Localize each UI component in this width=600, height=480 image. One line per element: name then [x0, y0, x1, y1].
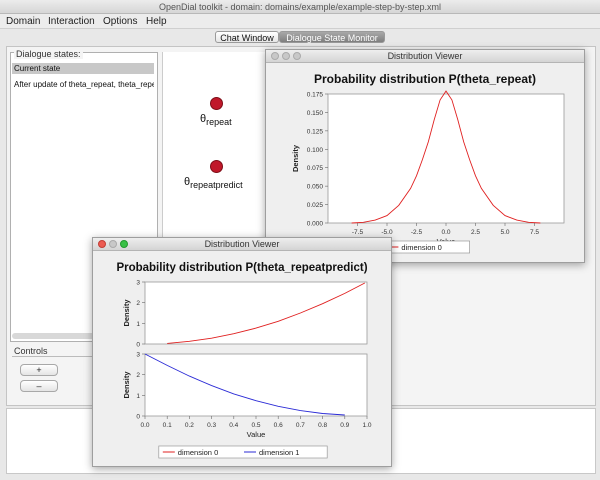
- viewer-window-title: Distribution Viewer: [204, 239, 280, 249]
- x-tick-label: 0.5: [251, 422, 260, 429]
- viewer-window-title: Distribution Viewer: [387, 51, 463, 61]
- y-tick-label: 0.075: [307, 165, 324, 172]
- y-axis-label: Density: [291, 144, 300, 172]
- maximize-icon[interactable]: [120, 240, 128, 248]
- menu-help[interactable]: Help: [146, 16, 167, 27]
- chart-theta-repeatpredict: 0 1 2 3 Density 0 1 2 3 0.0 0.1 0.2 0.3 0.4 0.5 0.6 0.7 0…: [122, 280, 372, 459]
- legend-label: dimension 1: [259, 448, 299, 457]
- plot-area: [144, 281, 368, 345]
- y-tick-label: 0.125: [307, 128, 324, 135]
- x-tick-label: 0.9: [340, 422, 349, 429]
- x-tick-label: 0.7: [296, 422, 305, 429]
- plot-area: [144, 353, 368, 417]
- menu-options[interactable]: Options: [103, 16, 138, 27]
- x-tick-label: 0.4: [229, 422, 238, 429]
- chart-title: Probability distribution P(theta_repeatp…: [116, 262, 368, 274]
- y-tick-label: 0.100: [307, 147, 324, 154]
- x-tick-label: 0.1: [163, 422, 172, 429]
- x-axis-label: Value: [247, 430, 266, 439]
- menu-interaction[interactable]: Interaction: [48, 16, 95, 27]
- y-tick-label: 0.175: [307, 92, 324, 99]
- dialogue-state-item-current[interactable]: Current state: [12, 63, 154, 74]
- plot-area: [327, 93, 565, 224]
- y-tick-label: 0: [136, 342, 140, 349]
- x-tick-label: 0.6: [274, 422, 283, 429]
- series-line-dimension-1: [144, 353, 345, 416]
- y-tick-label: 1: [136, 321, 140, 328]
- minimize-icon[interactable]: [282, 52, 290, 60]
- distribution-viewer-theta-repeatpredict: Distribution Viewer Probability distribu…: [92, 237, 392, 467]
- x-tick-label: 1.0: [362, 422, 371, 429]
- y-tick-label: 0: [136, 414, 140, 421]
- menu-domain[interactable]: Domain: [6, 16, 41, 27]
- x-tick-label: 0.2: [185, 422, 194, 429]
- series-line-dimension-0: [351, 90, 541, 224]
- y-tick-label: 0.050: [307, 184, 324, 191]
- y-axis-label: Density: [122, 371, 131, 399]
- node-theta-repeatpredict[interactable]: [210, 160, 223, 173]
- y-tick-label: 3: [136, 352, 140, 359]
- node-theta-repeat[interactable]: [210, 97, 223, 110]
- y-tick-label: 0.000: [307, 221, 324, 228]
- x-tick-label: 7.5: [530, 229, 539, 236]
- chart-title: Probability distribution P(theta_repeat): [313, 72, 537, 86]
- dialogue-state-item-after-update[interactable]: After update of theta_repeat, theta_repe…: [14, 80, 154, 89]
- x-tick-label: -7.5: [352, 229, 364, 236]
- tab-dialogue-state-monitor[interactable]: Dialogue State Monitor: [279, 31, 385, 43]
- x-tick-label: -5.0: [381, 229, 393, 236]
- maximize-icon[interactable]: [293, 52, 301, 60]
- controls-legend: Controls: [14, 346, 48, 356]
- x-tick-label: 0.0: [441, 229, 450, 236]
- distribution-viewer-theta-repeat: Distribution Viewer Probability distribu…: [265, 49, 585, 263]
- legend-label: dimension 0: [178, 448, 218, 457]
- network-canvas[interactable]: [162, 52, 270, 242]
- zoom-in-button[interactable]: +: [20, 364, 58, 376]
- y-tick-label: 2: [136, 300, 140, 307]
- x-tick-label: 5.0: [500, 229, 509, 236]
- menu-bar: Domain Interaction Options Help: [0, 14, 600, 29]
- viewer-titlebar: Distribution Viewer: [93, 238, 391, 251]
- window-titlebar: OpenDial toolkit - domain: domains/examp…: [0, 0, 600, 14]
- legend-box: [158, 445, 328, 459]
- viewer-titlebar: Distribution Viewer: [266, 50, 584, 63]
- x-tick-label: 0.8: [318, 422, 327, 429]
- x-tick-label: 2.5: [471, 229, 480, 236]
- legend-label: dimension 0: [401, 243, 441, 252]
- x-tick-label: 0.3: [207, 422, 216, 429]
- close-icon[interactable]: [271, 52, 279, 60]
- y-tick-label: 0.025: [307, 202, 324, 209]
- y-tick-label: 3: [136, 280, 140, 287]
- y-tick-label: 2: [136, 372, 140, 379]
- y-tick-label: 1: [136, 393, 140, 400]
- chart-theta-repeat: 0.000 0.025 0.050 0.075 0.100 0.125 0.150 0.175…: [291, 90, 565, 254]
- horizontal-scrollbar[interactable]: [12, 333, 154, 339]
- close-icon[interactable]: [98, 240, 106, 248]
- node-label-theta-repeat: θrepeat: [200, 113, 232, 127]
- y-axis-label: Density: [122, 299, 131, 327]
- dialogue-states-legend: Dialogue states:: [14, 49, 83, 59]
- zoom-out-button[interactable]: –: [20, 380, 58, 392]
- series-line-dimension-0: [167, 282, 366, 344]
- minimize-icon[interactable]: [109, 240, 117, 248]
- window-title: OpenDial toolkit - domain: domains/examp…: [158, 2, 442, 12]
- controls-panel: [12, 356, 158, 404]
- y-tick-label: 0.150: [307, 110, 324, 117]
- x-tick-label: 0.0: [140, 422, 149, 429]
- tab-chat-window[interactable]: Chat Window: [215, 31, 279, 43]
- tab-bar: Chat Window Dialogue State Monitor: [0, 30, 600, 44]
- node-label-theta-repeatpredict: θrepeatpredict: [184, 176, 243, 190]
- x-tick-label: -2.5: [411, 229, 423, 236]
